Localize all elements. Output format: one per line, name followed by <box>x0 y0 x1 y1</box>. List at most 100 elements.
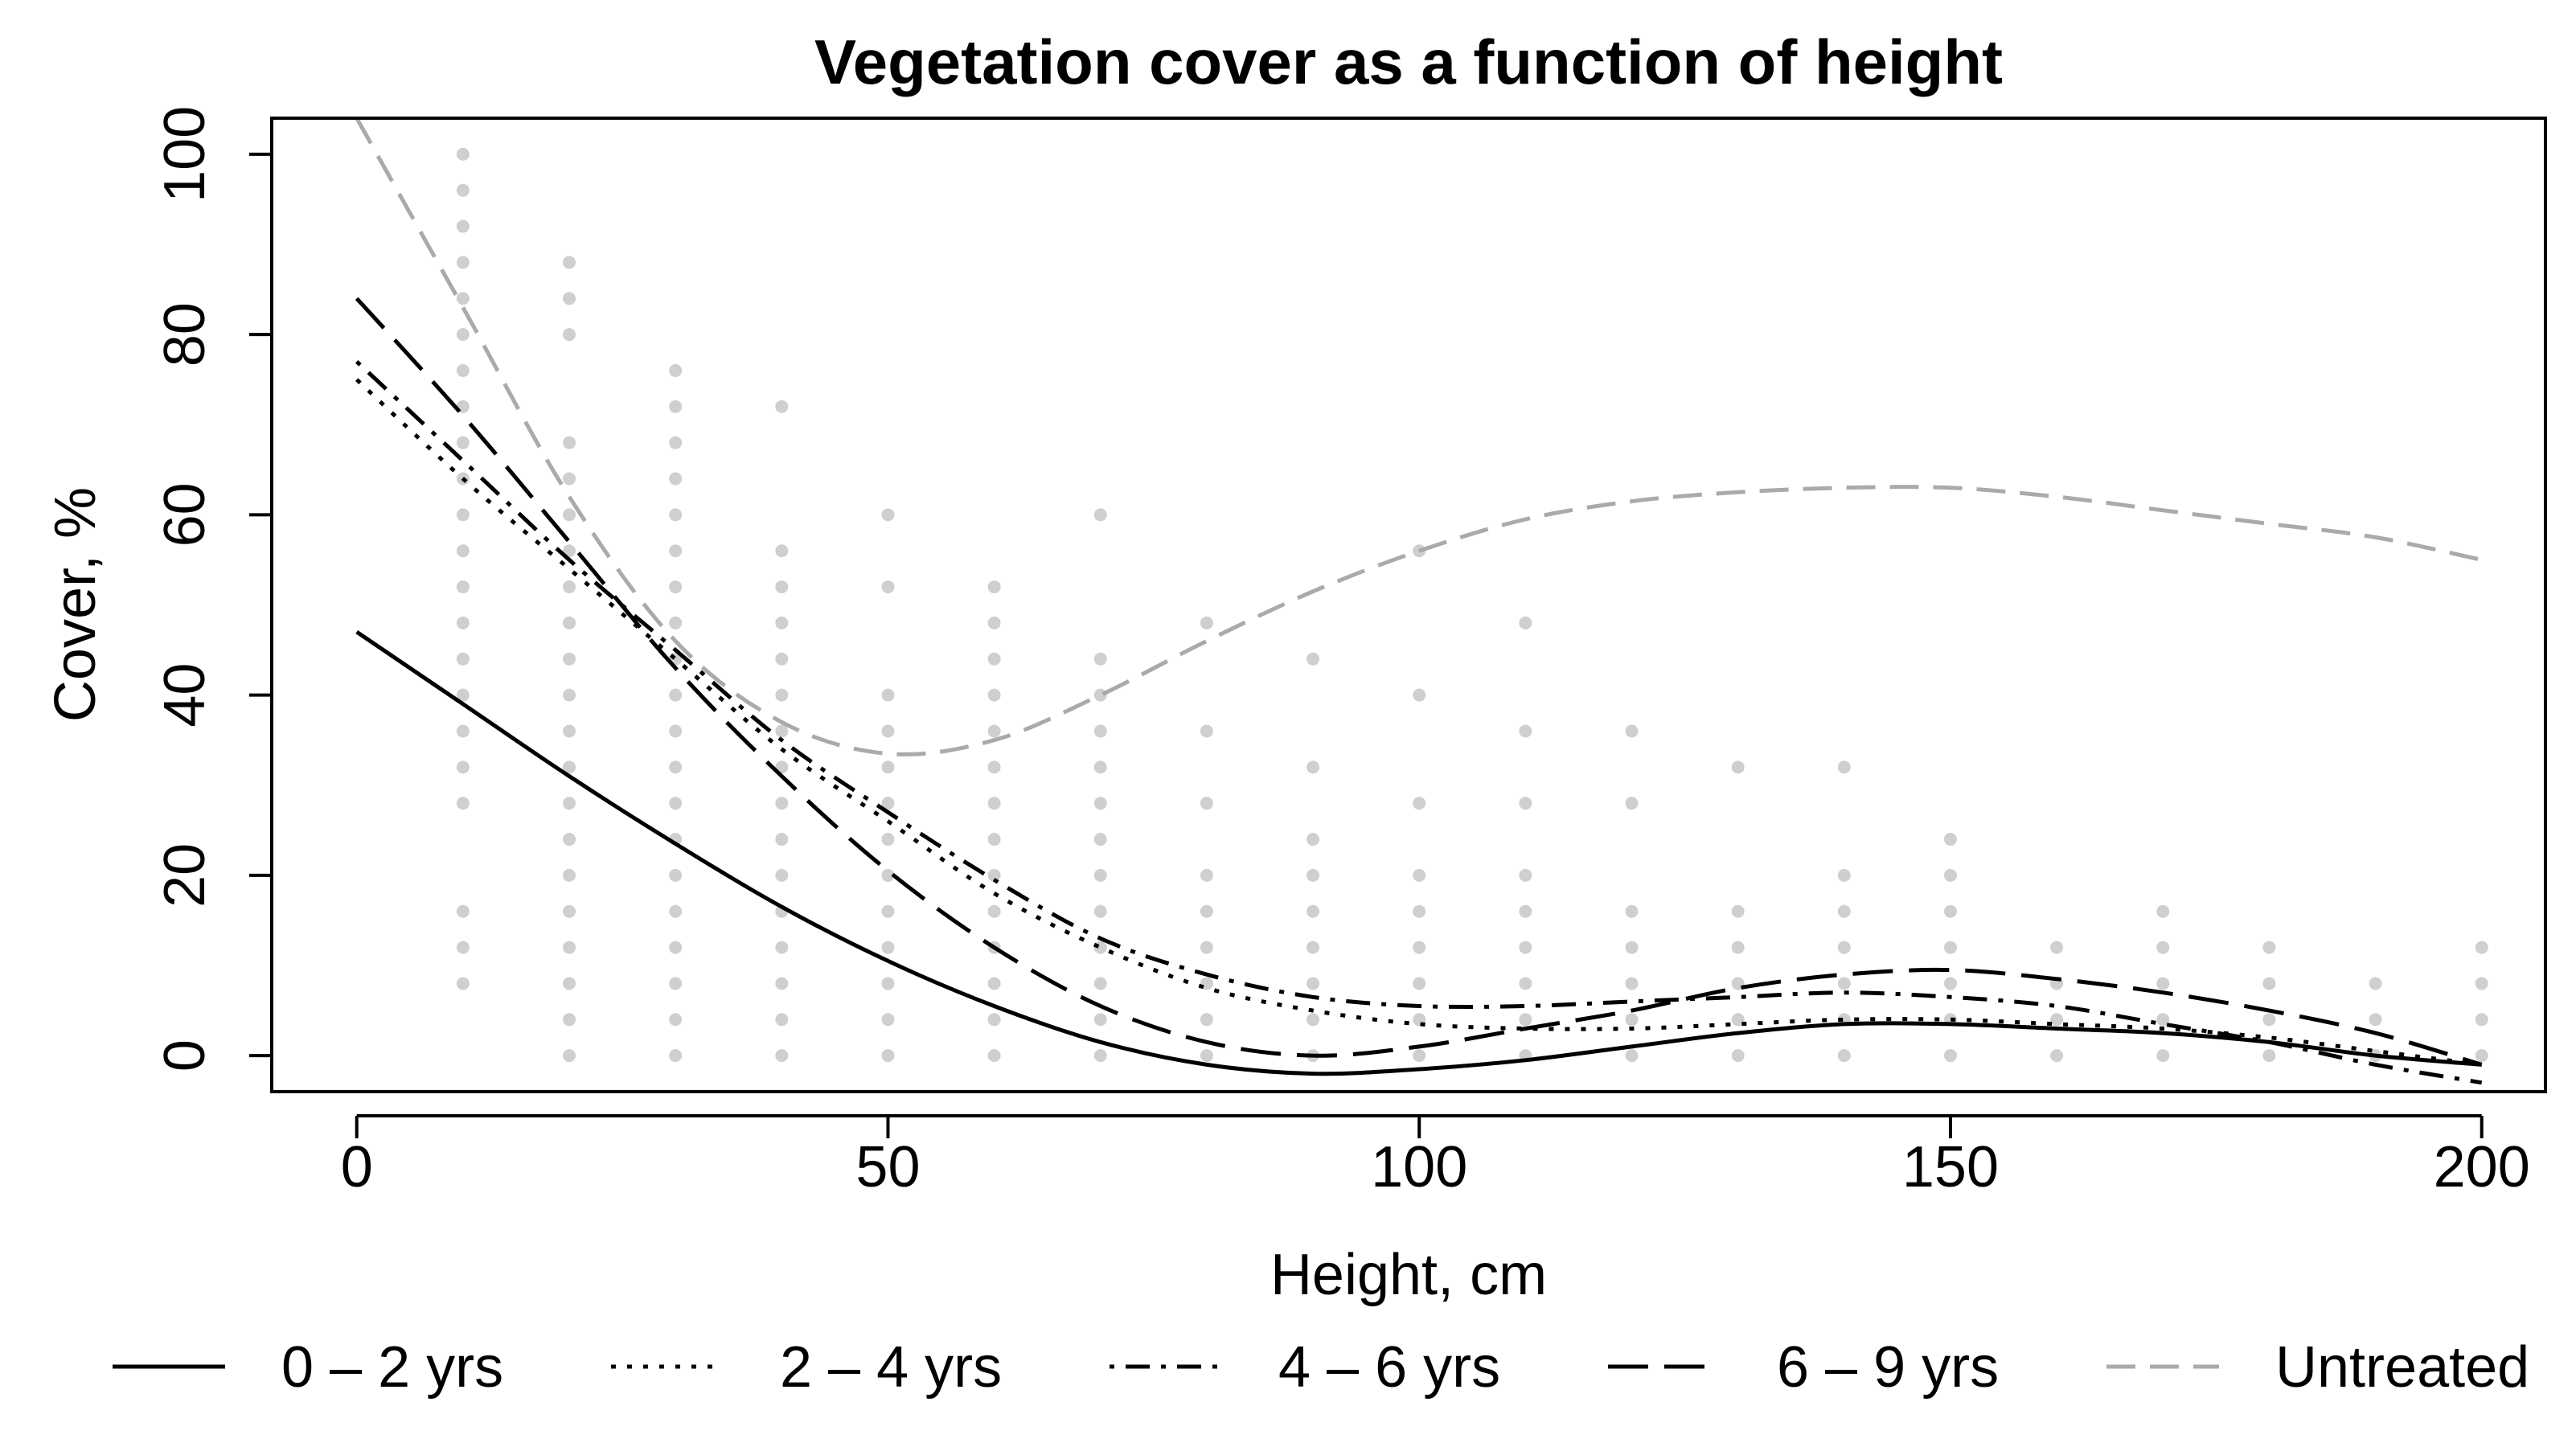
scatter-point <box>1731 1013 1745 1027</box>
scatter-point <box>775 1013 789 1027</box>
scatter-point <box>669 1049 683 1063</box>
scatter-point <box>1731 941 1745 954</box>
scatter-point <box>2156 941 2170 954</box>
scatter-point <box>563 797 576 810</box>
scatter-point <box>775 977 789 990</box>
scatter-point <box>1731 1049 1745 1063</box>
scatter-point <box>881 977 895 990</box>
scatter-point <box>456 941 470 954</box>
legend: 0 – 2 yrs 2 – 4 yrs 4 – 6 yrs 6 – 9 yrs Untr… <box>113 1335 2529 1400</box>
scatter-point <box>1306 652 1320 666</box>
scatter-point <box>775 688 789 702</box>
series-line-0 <box>355 630 2482 1076</box>
x-axis-label: Height, cm <box>1270 1243 1547 1307</box>
scatter-point <box>775 400 789 413</box>
scatter-point <box>1200 724 1213 738</box>
scatter-point <box>881 580 895 594</box>
scatter-point <box>563 616 576 629</box>
scatter-point <box>456 724 470 738</box>
scatter-point <box>1519 941 1532 954</box>
scatter-point <box>669 544 683 558</box>
scatter-point <box>1093 833 1107 846</box>
scatter-point <box>1519 797 1532 810</box>
scatter-point <box>563 868 576 882</box>
scatter-point <box>1837 941 1851 954</box>
y-tick-label: 100 <box>153 106 217 203</box>
scatter-point <box>1625 941 1639 954</box>
scatter-point <box>775 544 789 558</box>
x-axis: 0 50 100 150 200 <box>341 1114 2530 1199</box>
scatter-point <box>563 292 576 305</box>
scatter-point <box>1625 904 1639 918</box>
scatter-point <box>1306 760 1320 774</box>
scatter-point <box>1306 977 1320 990</box>
scatter-point <box>669 760 683 774</box>
scatter-point <box>563 760 576 774</box>
scatter-point <box>2369 977 2382 990</box>
scatter-point <box>456 797 470 810</box>
scatter-point <box>775 616 789 629</box>
scatter-point <box>1943 833 1957 846</box>
scatter-point <box>1519 1013 1532 1027</box>
scatter-point <box>1625 1013 1639 1027</box>
scatter-point <box>881 724 895 738</box>
scatter-point <box>669 508 683 522</box>
scatter-point <box>563 652 576 666</box>
scatter-point <box>775 652 789 666</box>
scatter-point <box>669 904 683 918</box>
scatter-point <box>775 1049 789 1063</box>
legend-label-1: 2 – 4 yrs <box>780 1335 1002 1400</box>
scatter-point <box>881 904 895 918</box>
scatter-point <box>456 292 470 305</box>
scatter-point <box>2475 1013 2488 1027</box>
scatter-point <box>456 147 470 161</box>
scatter-point <box>563 508 576 522</box>
scatter-point <box>881 833 895 846</box>
scatter-point <box>1306 1013 1320 1027</box>
scatter-point <box>1200 1013 1213 1027</box>
scatter-point <box>563 688 576 702</box>
scatter-point <box>1625 977 1639 990</box>
series-line-2 <box>355 359 2483 1085</box>
scatter-point <box>2475 941 2488 954</box>
scatter-point <box>1837 1049 1851 1063</box>
y-tick-label: 0 <box>153 1039 217 1072</box>
scatter-point <box>2156 1049 2170 1063</box>
scatter-point <box>1093 760 1107 774</box>
scatter-point <box>1943 1049 1957 1063</box>
scatter-point <box>2369 1013 2382 1027</box>
scatter-point <box>456 652 470 666</box>
scatter-point <box>1200 904 1213 918</box>
scatter-point <box>563 472 576 486</box>
series-line-3 <box>355 297 2483 1067</box>
scatter-point <box>456 363 470 377</box>
scatter-point <box>1093 724 1107 738</box>
scatter-point <box>563 436 576 449</box>
scatter-point <box>881 508 895 522</box>
y-axis: 0 20 40 60 80 100 <box>153 106 273 1072</box>
scatter-point <box>456 328 470 342</box>
scatter-point <box>563 1013 576 1027</box>
scatter-point <box>2262 977 2276 990</box>
scatter-point <box>669 688 683 702</box>
scatter-point <box>669 580 683 594</box>
series-line-1 <box>355 378 2483 1067</box>
scatter-point <box>1943 977 1957 990</box>
scatter-point <box>563 328 576 342</box>
scatter-point <box>669 472 683 486</box>
scatter-point <box>669 616 683 629</box>
scatter-point <box>1413 977 1426 990</box>
scatter-point <box>987 904 1001 918</box>
scatter-point <box>1306 941 1320 954</box>
y-tick-label: 20 <box>153 843 217 908</box>
scatter-point <box>1093 508 1107 522</box>
scatter-point <box>881 797 895 810</box>
scatter-point <box>669 797 683 810</box>
scatter-point <box>987 1013 1001 1027</box>
scatter-point <box>881 1049 895 1063</box>
scatter-point <box>1413 904 1426 918</box>
scatter-point <box>987 1049 1001 1063</box>
scatter-point <box>1943 904 1957 918</box>
scatter-point <box>2156 904 2170 918</box>
